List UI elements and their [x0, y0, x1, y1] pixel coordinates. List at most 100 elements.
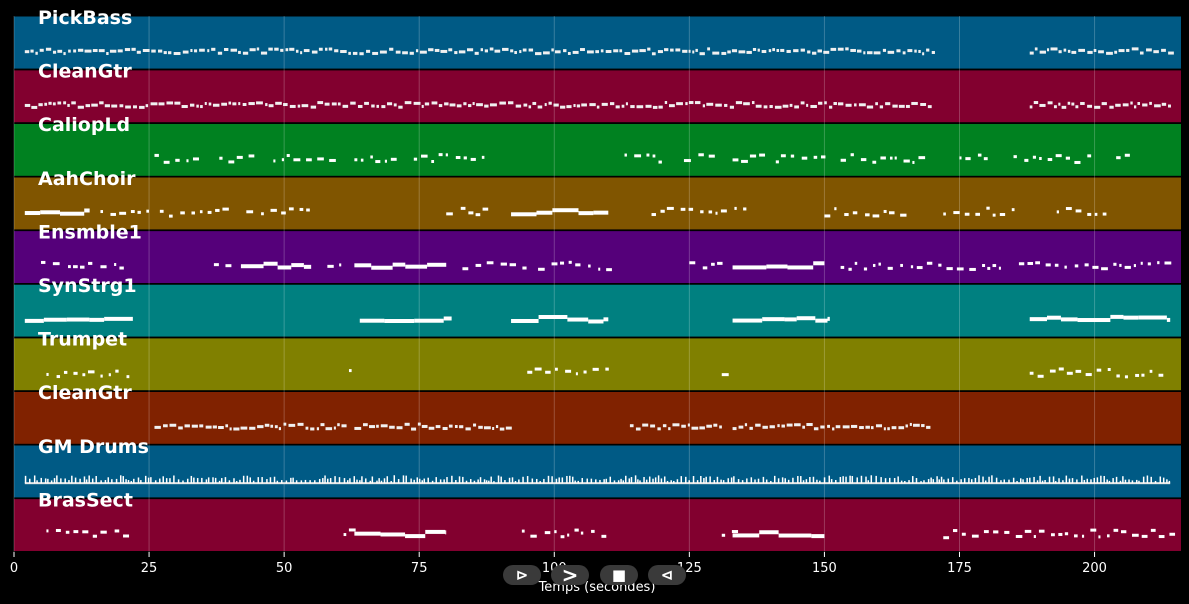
note — [256, 47, 260, 51]
note — [835, 425, 841, 429]
note — [769, 425, 775, 429]
note — [123, 534, 130, 538]
track-lane — [14, 70, 1181, 123]
note — [212, 477, 214, 484]
note — [359, 52, 364, 56]
rewind-button[interactable]: ⊲ — [648, 565, 686, 585]
note — [490, 476, 492, 484]
note — [1068, 478, 1071, 484]
note — [676, 479, 679, 484]
note — [455, 480, 457, 484]
x-tick-label: 0 — [10, 561, 18, 576]
note — [398, 105, 403, 109]
note — [971, 534, 979, 538]
note — [940, 476, 943, 484]
note — [741, 159, 748, 163]
note — [805, 479, 808, 484]
note — [119, 104, 124, 108]
note — [1112, 478, 1114, 484]
note — [1116, 156, 1121, 160]
note — [696, 480, 699, 484]
note — [99, 101, 104, 105]
x-tick-label: 50 — [276, 561, 293, 576]
note — [1003, 479, 1006, 484]
note — [44, 102, 48, 106]
play-forward-button[interactable]: ⊳ — [503, 565, 541, 585]
note — [982, 263, 986, 267]
note — [802, 425, 806, 429]
note — [521, 529, 525, 533]
note — [289, 47, 295, 51]
note — [63, 52, 66, 56]
note — [475, 213, 481, 217]
note — [765, 479, 768, 484]
note — [182, 50, 189, 54]
note — [366, 49, 371, 53]
note — [142, 49, 150, 53]
note — [474, 51, 479, 55]
note — [643, 477, 645, 484]
note — [318, 478, 321, 484]
note — [732, 265, 767, 270]
note — [581, 103, 587, 107]
note — [820, 425, 825, 429]
note — [349, 478, 351, 484]
note — [1071, 478, 1074, 484]
note — [1041, 480, 1044, 484]
note — [274, 47, 279, 51]
note — [692, 476, 695, 484]
note — [914, 49, 917, 53]
note — [860, 475, 863, 484]
note — [53, 478, 56, 484]
note — [104, 104, 110, 108]
note — [361, 476, 363, 484]
note — [405, 534, 426, 539]
note — [724, 103, 728, 107]
note — [716, 476, 719, 484]
note — [1016, 481, 1018, 484]
note — [879, 105, 884, 109]
note — [1063, 48, 1067, 52]
note — [552, 208, 579, 213]
note — [1085, 373, 1092, 377]
fast-forward-button[interactable]: > — [551, 563, 589, 587]
note — [66, 317, 90, 322]
note — [777, 424, 780, 428]
note — [283, 422, 287, 426]
note — [1060, 317, 1078, 322]
note — [119, 211, 127, 215]
note — [249, 426, 256, 430]
note — [688, 101, 694, 105]
note — [894, 156, 897, 160]
note — [24, 318, 44, 323]
note — [100, 530, 107, 534]
note — [211, 47, 216, 51]
note — [168, 51, 172, 55]
note — [190, 48, 193, 52]
note — [1058, 50, 1062, 54]
note — [416, 477, 418, 484]
track-label: CleanGtr — [38, 61, 132, 83]
note — [913, 423, 920, 427]
note — [824, 214, 831, 218]
note — [681, 424, 686, 428]
note — [79, 478, 81, 484]
note — [124, 48, 131, 52]
note — [454, 424, 458, 428]
note — [310, 105, 317, 109]
note — [329, 478, 332, 484]
note — [201, 477, 203, 484]
note — [702, 266, 708, 270]
stop-button[interactable]: ■ — [600, 565, 638, 585]
note — [601, 102, 608, 106]
note — [411, 427, 417, 431]
note — [38, 103, 43, 107]
note — [214, 477, 217, 484]
note — [301, 104, 309, 108]
note — [1058, 478, 1060, 484]
track-lane — [14, 338, 1181, 391]
note — [421, 424, 428, 428]
note — [92, 534, 97, 538]
note — [800, 48, 805, 52]
